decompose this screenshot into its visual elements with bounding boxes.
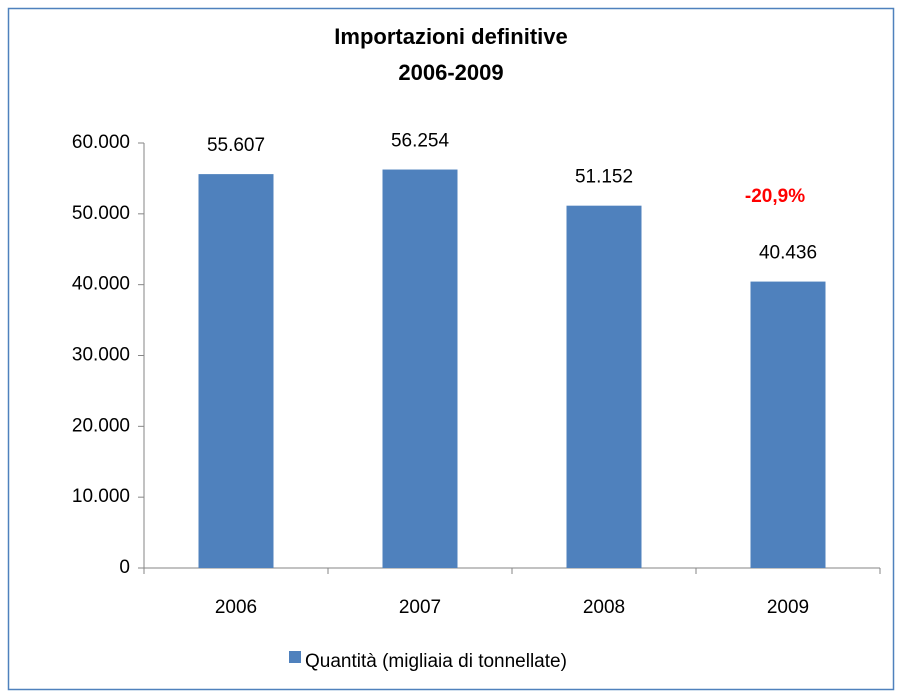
bar [382, 169, 458, 568]
bar [750, 281, 826, 568]
y-tick-label: 20.000 [72, 415, 130, 436]
legend-label: Quantità (migliaia di tonnellate) [305, 651, 567, 672]
y-tick-label: 60.000 [72, 132, 130, 153]
legend-swatch [289, 651, 301, 663]
x-tick-label: 2008 [583, 597, 625, 618]
bar [566, 205, 642, 568]
data-label: 40.436 [759, 243, 817, 264]
y-tick-label: 40.000 [72, 274, 130, 295]
y-tick-label: 0 [119, 557, 130, 578]
bar [198, 174, 274, 569]
y-tick-label: 10.000 [72, 486, 130, 507]
data-label: 51.152 [575, 167, 633, 188]
x-tick-label: 2007 [399, 597, 441, 618]
x-tick-label: 2009 [767, 597, 809, 618]
y-tick-label: 50.000 [72, 203, 130, 224]
y-tick-label: 30.000 [72, 345, 130, 366]
chart-title: Importazioni definitive [334, 24, 567, 49]
data-label: 55.607 [207, 135, 265, 156]
annotation: -20,9% [745, 186, 805, 207]
data-label: 56.254 [391, 131, 450, 152]
x-tick-label: 2006 [215, 597, 257, 618]
chart-subtitle: 2006-2009 [398, 60, 503, 85]
